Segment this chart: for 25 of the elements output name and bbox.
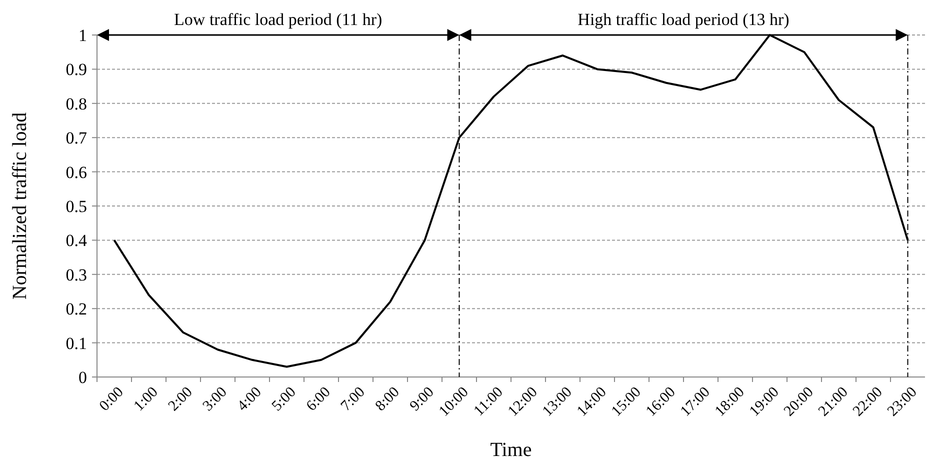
- x-tick-label: 2:00: [166, 384, 196, 414]
- y-tick-label: 0.8: [66, 94, 87, 114]
- y-tick-label: 0.4: [66, 231, 88, 250]
- y-tick-label: 0.6: [66, 162, 87, 182]
- y-tick-label: 0.9: [66, 60, 87, 80]
- x-tick-label: 8:00: [372, 384, 403, 414]
- y-tick-label: 0: [78, 368, 87, 387]
- y-axis-title: Normalized traffic load: [9, 112, 31, 300]
- y-tick-label: 0.2: [66, 300, 87, 319]
- x-tick-label: 5:00: [269, 384, 300, 414]
- text: High traffic load period (13 hr): [578, 10, 790, 29]
- text: Low traffic load period (11 hr): [174, 10, 382, 29]
- x-axis-title: Time: [490, 439, 532, 461]
- x-tick-label: 7:00: [338, 384, 368, 414]
- x-tick-label: 3:00: [200, 384, 230, 414]
- y-tick-label: 0.5: [66, 196, 87, 216]
- x-tick-label: 0:00: [96, 384, 127, 414]
- y-tick-label: 0.3: [66, 265, 87, 284]
- x-tick-label: 4:00: [234, 384, 265, 414]
- x-tick-label: 9:00: [407, 384, 438, 414]
- y-tick-label: 0.1: [66, 334, 87, 353]
- y-tick-label: 1: [78, 26, 87, 45]
- x-tick-label: 1:00: [131, 384, 162, 414]
- y-tick-label: 0.7: [66, 128, 88, 148]
- x-tick-label: 6:00: [304, 384, 334, 414]
